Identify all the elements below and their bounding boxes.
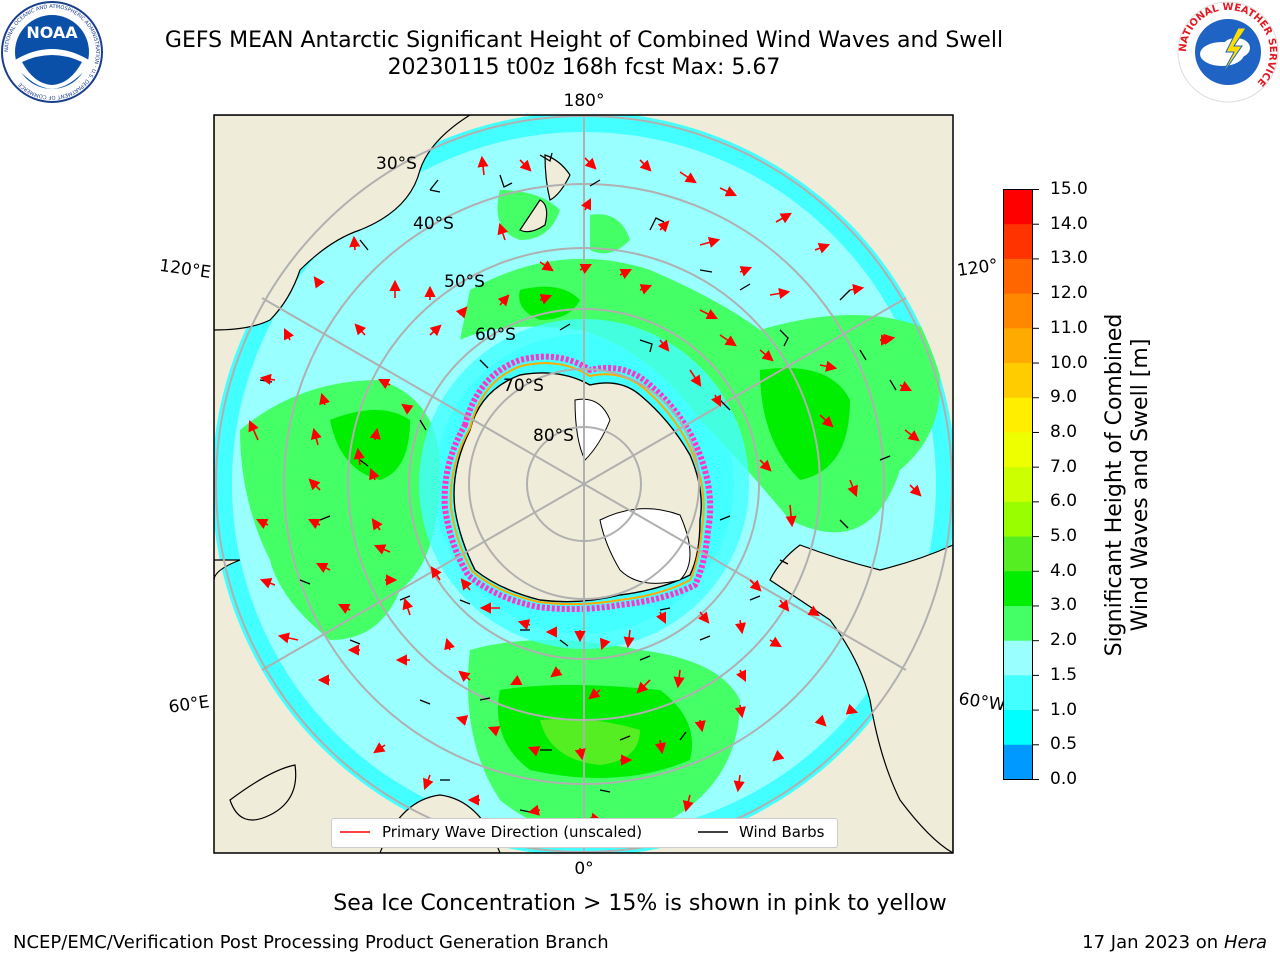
colorbar-tick-label: 11.0	[1050, 317, 1088, 338]
nws-logo: NATIONAL WEATHER SERVICE	[1176, 0, 1280, 108]
chart-title-line1: GEFS MEAN Antarctic Significant Height o…	[164, 28, 1004, 53]
colorbar-tick-label: 0.5	[1050, 734, 1078, 755]
colorbar-segment	[1003, 744, 1033, 780]
lat-label-60s: 60°S	[475, 325, 516, 345]
colorbar-label-line2: Wind Waves and Swell [m]	[1128, 338, 1153, 632]
date-stamp: 17 Jan 2023 on Hera	[1082, 932, 1267, 953]
map-frame	[213, 114, 954, 854]
colorbar-segment	[1003, 710, 1033, 746]
colorbar-ticks: 15.0 14.0 13.0 12.0 11.0 10.0 9.0 8.0 7.0 6.0 5.0 4…	[1036, 179, 1106, 790]
colorbar-tick-label: 1.5	[1050, 664, 1078, 685]
colorbar-tick-label: 2.0	[1050, 630, 1078, 651]
branch-credit: NCEP/EMC/Verification Post Processing Pr…	[13, 932, 609, 953]
colorbar-tick-label: 4.0	[1050, 560, 1078, 581]
colorbar-tick-label: 5.0	[1050, 526, 1078, 547]
lat-label-80s: 80°S	[533, 426, 574, 446]
colorbar-segment	[1003, 258, 1033, 295]
colorbar-segment	[1003, 675, 1033, 711]
machine-name: Hera	[1223, 932, 1267, 953]
meridians	[261, 115, 907, 853]
lon-label-60w: 60°W	[957, 689, 1006, 715]
colorbar-segment	[1003, 640, 1033, 676]
lat-label-50s: 50°S	[444, 272, 485, 292]
lat-label-70s: 70°S	[503, 376, 544, 396]
lon-label-180: 180°	[564, 91, 605, 111]
colorbar-segment	[1003, 293, 1033, 329]
svg-text:NOAA: NOAA	[26, 23, 78, 42]
colorbar-tick-label: 9.0	[1050, 387, 1078, 408]
colorbar-tick-label: 13.0	[1050, 248, 1088, 269]
lon-label-120w: 120°	[956, 255, 999, 281]
sea-ice-note: Sea Ice Concentration > 15% is shown in …	[333, 891, 947, 916]
colorbar	[1003, 189, 1043, 785]
colorbar-segment	[1003, 189, 1033, 225]
colorbar-segment	[1003, 467, 1033, 503]
colorbar-segment	[1003, 432, 1033, 468]
wave-direction-legend-label: Primary Wave Direction (unscaled)	[382, 823, 643, 841]
noaa-logo: NOAA NATIONAL OCEANIC AND ATMOSPHERIC AD…	[0, 0, 104, 108]
colorbar-tick-label: 0.0	[1050, 769, 1078, 789]
colorbar-tick-label: 12.0	[1050, 283, 1088, 304]
colorbar-tick-label: 3.0	[1050, 595, 1078, 616]
colorbar-tick-label: 8.0	[1050, 421, 1078, 442]
wind-barb-legend-label: Wind Barbs	[739, 823, 825, 841]
colorbar-segment	[1003, 536, 1033, 572]
sea-ice-edge	[441, 353, 714, 613]
colorbar-tick-label: 6.0	[1050, 491, 1078, 512]
map-legend: Primary Wave Direction (unscaled) Wind B…	[331, 818, 838, 848]
wave-height-field	[214, 115, 953, 853]
lat-label-30s: 30°S	[376, 154, 417, 174]
chart-title-line2: 20230115 t00z 168h fcst Max: 5.67	[387, 55, 781, 80]
colorbar-segment	[1003, 328, 1033, 364]
colorbar-tick-label: 15.0	[1050, 179, 1088, 199]
wave-direction-arrows	[248, 155, 922, 824]
lon-label-60e: 60°E	[167, 692, 210, 717]
colorbar-segment	[1003, 605, 1033, 642]
colorbar-segment	[1003, 363, 1033, 399]
lat-label-40s: 40°S	[413, 214, 454, 234]
colorbar-tick-label: 7.0	[1050, 456, 1078, 477]
lon-label-120e: 120°E	[158, 256, 212, 283]
colorbar-segment	[1003, 224, 1033, 260]
date-prefix: 17 Jan 2023 on	[1082, 932, 1224, 953]
colorbar-label-line1: Significant Height of Combined	[1102, 313, 1127, 657]
colorbar-tick-label: 14.0	[1050, 213, 1088, 234]
lon-label-0: 0°	[574, 859, 593, 879]
colorbar-segment	[1003, 501, 1033, 538]
colorbar-tick-label: 1.0	[1050, 699, 1078, 720]
colorbar-segment	[1003, 397, 1033, 433]
colorbar-tick-label: 10.0	[1050, 352, 1088, 373]
colorbar-segment	[1003, 571, 1033, 607]
